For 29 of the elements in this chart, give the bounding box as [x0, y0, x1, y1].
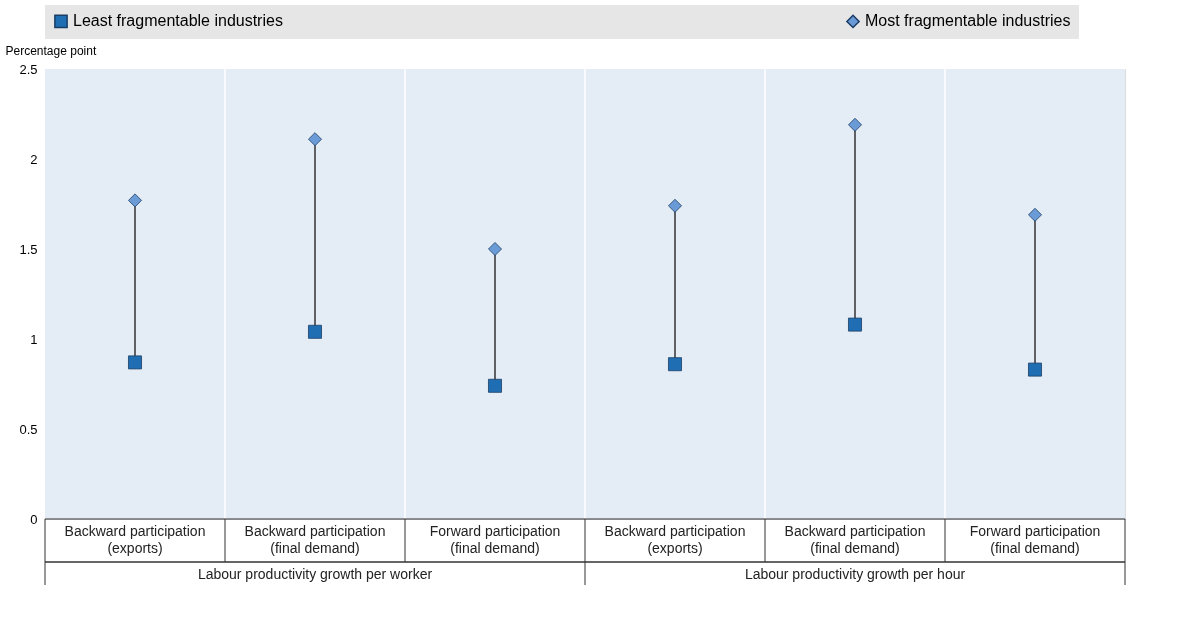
- legend-label: Most fragmentable industries: [865, 12, 1071, 30]
- y-tick-label: 1.5: [19, 241, 38, 257]
- y-tick-label: 2: [30, 151, 38, 167]
- point: [488, 378, 502, 393]
- point: [1028, 207, 1042, 222]
- point: [848, 317, 862, 332]
- point: [308, 324, 322, 339]
- x-tick-label: Backward participation (final demand): [784, 523, 926, 556]
- x-tick-label: Forward participation (final demand): [429, 523, 561, 556]
- legend-label: Least fragmentable industries: [73, 12, 283, 30]
- y-tick-label: 2.5: [19, 61, 38, 77]
- x-tick-label: Backward participation (final demand): [244, 523, 386, 556]
- text: Labour productivity growth per hour: [744, 566, 966, 582]
- y-axis-title: Percentage point: [5, 43, 97, 58]
- x-tick-label: Forward participation (final demand): [969, 523, 1101, 556]
- point: [668, 357, 682, 372]
- x-tick-label: Backward participation (exports): [64, 523, 206, 556]
- point: [848, 117, 862, 132]
- point: [128, 193, 142, 208]
- x-tick-label: Backward participation (exports): [604, 523, 746, 556]
- point: [668, 198, 682, 213]
- y-tick-label: 0.5: [19, 421, 38, 437]
- y-tick-label: 0: [30, 511, 38, 527]
- point: [128, 355, 142, 370]
- point: [488, 242, 502, 256]
- point: [1028, 362, 1042, 377]
- y-tick-label: 1: [30, 331, 38, 347]
- text: Labour productivity growth per worker: [197, 566, 433, 582]
- point: [308, 132, 322, 147]
